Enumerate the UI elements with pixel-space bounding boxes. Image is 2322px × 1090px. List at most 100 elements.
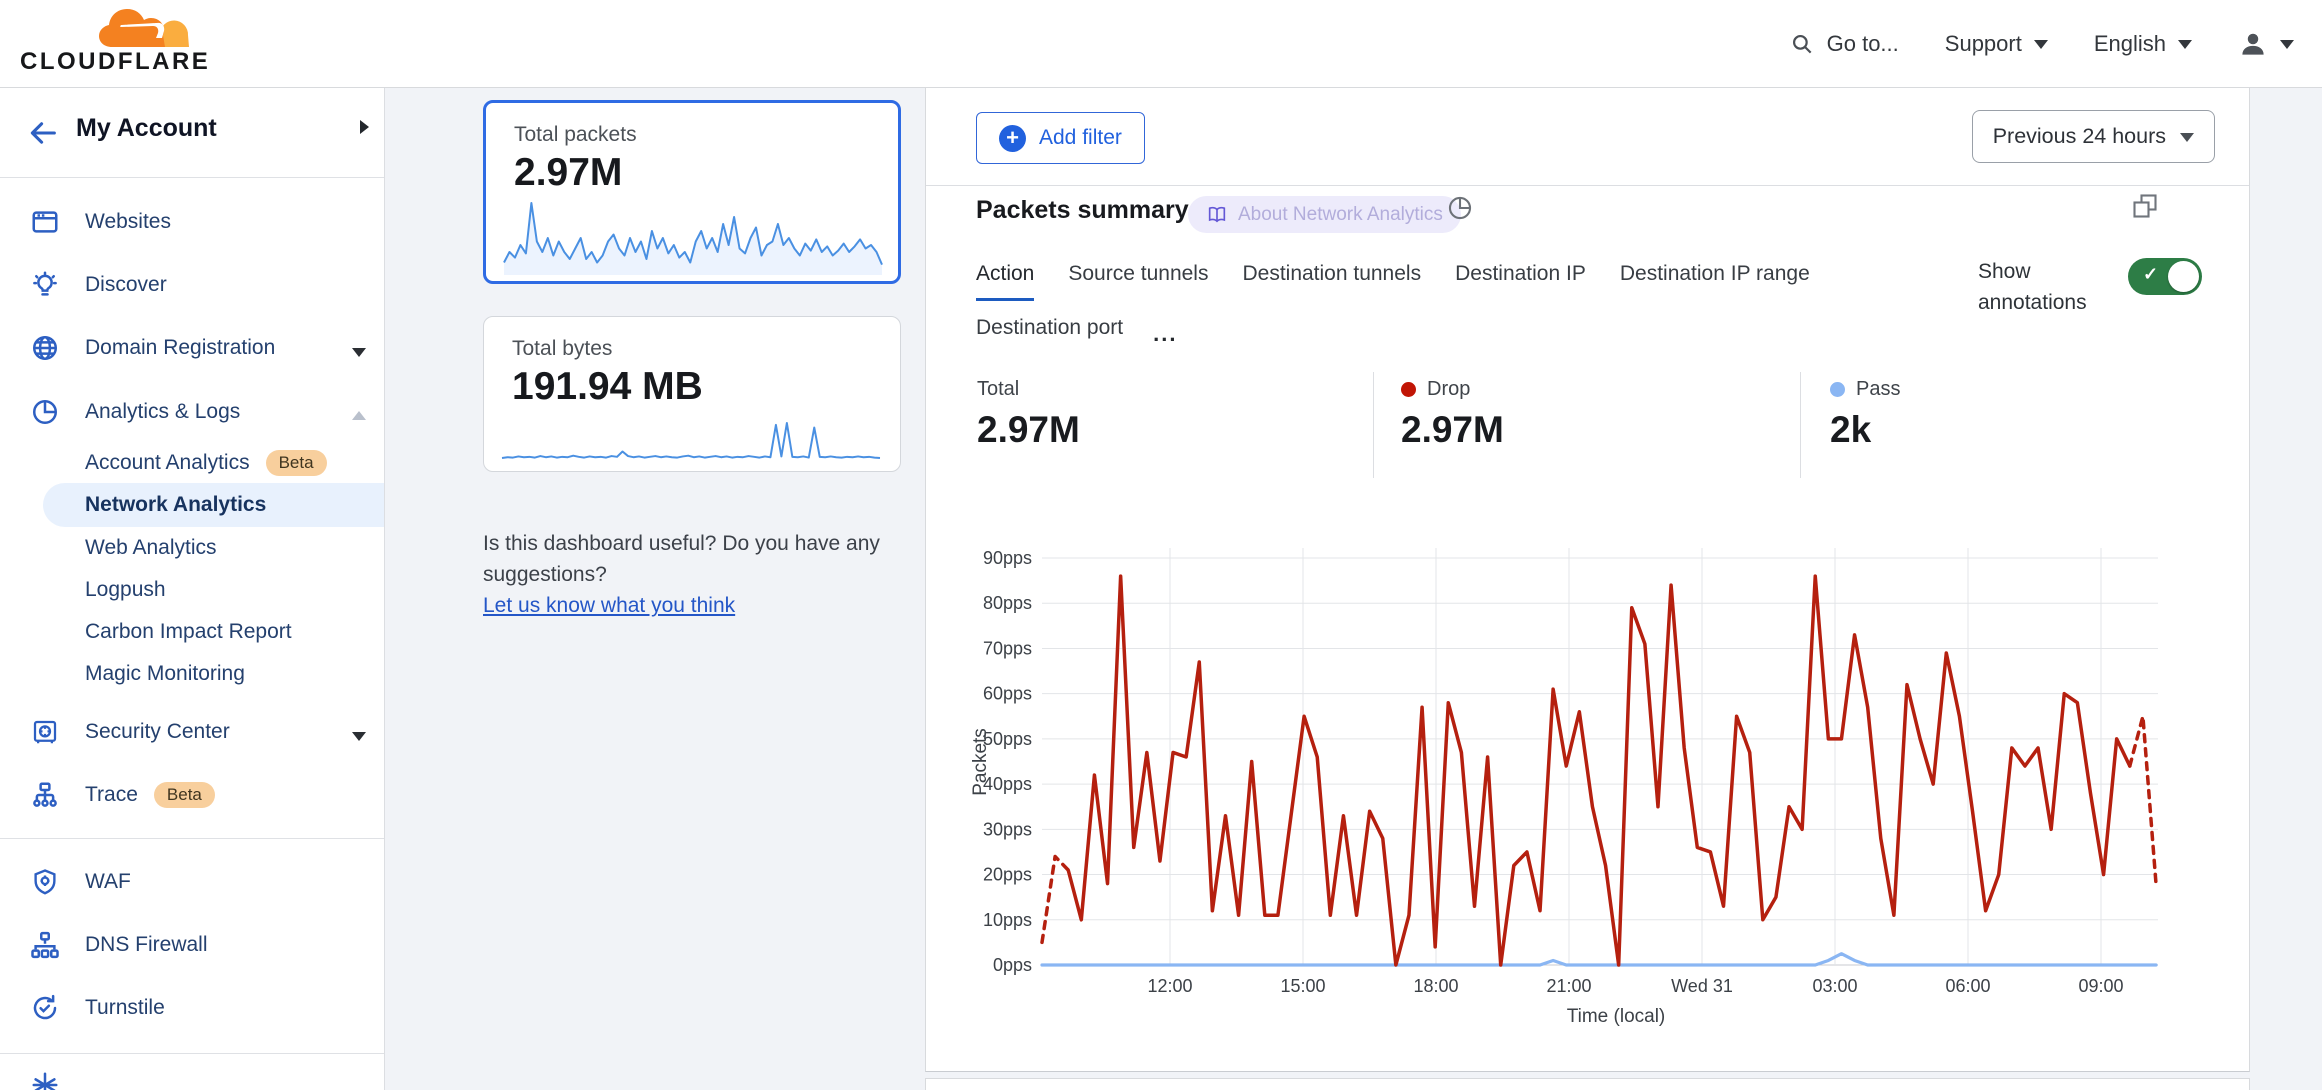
go-to-label: Go to... xyxy=(1826,31,1899,56)
card-title: Total bytes xyxy=(512,337,613,360)
stats-row: Total 2.97M Drop 2.97M Pass 2k xyxy=(926,372,2249,482)
support-label: Support xyxy=(1944,31,2022,56)
sidebar-item-domain-registration[interactable]: Domain Registration xyxy=(0,326,384,370)
feedback-link[interactable]: Let us know what you think xyxy=(483,594,736,617)
chevron-down-icon xyxy=(2033,40,2048,56)
sidebar: My Account Websites Discover Domain Regist… xyxy=(0,88,385,1090)
sidebar-item-label: Logpush xyxy=(85,578,166,601)
cloudflare-logo[interactable]: CLOUDFLARE xyxy=(20,6,208,82)
sidebar-item-label: WAF xyxy=(85,870,131,893)
tab-destination-ip-range[interactable]: Destination IP range xyxy=(1619,262,1810,285)
chevron-down-icon xyxy=(2178,40,2192,56)
card-title: Total packets xyxy=(514,123,637,146)
sidebar-item-logpush[interactable]: Logpush xyxy=(0,568,384,612)
sidebar-item-account-analytics[interactable]: Account Analytics Beta xyxy=(0,441,384,485)
show-annotations-toggle[interactable]: ✓ xyxy=(2128,258,2202,295)
spark-icon xyxy=(30,1070,60,1090)
drop-legend-dot xyxy=(1401,382,1416,397)
divider xyxy=(1800,372,1801,478)
sidebar-item-label: Trace xyxy=(85,783,138,806)
add-filter-button[interactable]: + Add filter xyxy=(976,112,1145,164)
sidebar-item-analytics-logs[interactable]: Analytics & Logs xyxy=(0,390,384,434)
bulb-icon xyxy=(30,270,60,300)
tab-source-tunnels[interactable]: Source tunnels xyxy=(1068,262,1209,285)
svg-text:20pps: 20pps xyxy=(983,865,1032,885)
tab-destination-port[interactable]: Destination port xyxy=(976,316,1124,339)
svg-text:21:00: 21:00 xyxy=(1546,976,1591,996)
sidebar-item-security-center[interactable]: Security Center xyxy=(0,710,384,754)
sidebar-item-label: DNS Firewall xyxy=(85,933,208,956)
chevron-up-icon xyxy=(352,404,366,420)
tab-destination-ip[interactable]: Destination IP xyxy=(1455,262,1586,285)
chevron-down-icon xyxy=(352,348,366,364)
svg-text:10pps: 10pps xyxy=(983,910,1032,930)
book-icon xyxy=(1206,204,1228,226)
waf-icon xyxy=(30,867,60,897)
sidebar-item-label: Account Analytics xyxy=(85,451,250,474)
language-menu[interactable]: English xyxy=(2094,31,2192,57)
support-menu[interactable]: Support xyxy=(1945,31,2048,57)
chevron-down-icon xyxy=(352,732,366,748)
stat-label: Drop xyxy=(1427,378,1471,400)
stat-pass: Pass 2k xyxy=(1830,378,1900,451)
add-filter-label: Add filter xyxy=(1039,126,1122,149)
back-arrow-icon[interactable] xyxy=(26,116,60,150)
user-menu[interactable] xyxy=(2238,29,2294,59)
sidebar-item-waf[interactable]: WAF xyxy=(0,860,384,904)
svg-text:Time (local): Time (local) xyxy=(1567,1006,1666,1027)
feedback-block: Is this dashboard useful? Do you have an… xyxy=(483,528,913,621)
stat-value: 2k xyxy=(1830,409,1872,450)
sidebar-item-websites[interactable]: Websites xyxy=(0,200,384,244)
sidebar-item-network-analytics[interactable]: Network Analytics xyxy=(43,483,384,527)
pie-chart-icon[interactable] xyxy=(1446,194,1474,222)
svg-text:90pps: 90pps xyxy=(983,548,1032,568)
feedback-text-line1: Is this dashboard useful? Do you have an… xyxy=(483,532,880,555)
sidebar-item-discover[interactable]: Discover xyxy=(0,263,384,307)
chevron-down-icon xyxy=(2180,132,2194,149)
svg-text:18:00: 18:00 xyxy=(1413,976,1458,996)
sidebar-item-magic-monitoring[interactable]: Magic Monitoring xyxy=(0,652,384,696)
sidebar-item-label: Analytics & Logs xyxy=(85,400,241,423)
about-network-analytics-badge[interactable]: About Network Analytics xyxy=(1188,196,1461,233)
svg-text:60pps: 60pps xyxy=(983,684,1032,704)
divider xyxy=(0,1053,384,1054)
next-panel-edge xyxy=(925,1078,2250,1090)
tab-action[interactable]: Action xyxy=(976,262,1035,301)
sidebar-item-partial[interactable] xyxy=(0,1063,384,1090)
total-packets-card[interactable]: Total packets 2.97M xyxy=(483,100,901,284)
browser-icon xyxy=(30,207,60,237)
svg-text:03:00: 03:00 xyxy=(1812,976,1857,996)
sidebar-item-label: Web Analytics xyxy=(85,536,217,559)
svg-text:70pps: 70pps xyxy=(983,638,1032,658)
sidebar-item-web-analytics[interactable]: Web Analytics xyxy=(0,526,384,570)
sidebar-item-label: Network Analytics xyxy=(85,493,267,516)
more-tabs-button[interactable]: ... xyxy=(1153,321,1178,346)
sidebar-item-carbon-impact-report[interactable]: Carbon Impact Report xyxy=(0,610,384,654)
dimension-tabs: Action Source tunnels Destination tunnels D… xyxy=(976,262,1810,301)
svg-text:50pps: 50pps xyxy=(983,729,1032,749)
beta-badge: Beta xyxy=(153,782,215,808)
brand-wordmark: CLOUDFLARE xyxy=(20,48,211,75)
total-bytes-card[interactable]: Total bytes 191.94 MB xyxy=(483,316,901,472)
user-icon xyxy=(2238,29,2268,59)
expand-panel-icon[interactable] xyxy=(2131,192,2159,220)
chevron-right-icon[interactable] xyxy=(360,120,376,134)
tab-destination-tunnels[interactable]: Destination tunnels xyxy=(1242,262,1422,285)
time-range-value: Previous 24 hours xyxy=(1992,124,2166,148)
show-annotations-label: Show annotations xyxy=(1978,260,2087,314)
svg-text:12:00: 12:00 xyxy=(1147,976,1192,996)
check-icon: ✓ xyxy=(2143,264,2159,284)
sidebar-item-label: Turnstile xyxy=(85,996,165,1019)
stat-label: Pass xyxy=(1856,378,1901,400)
svg-text:Packets: Packets xyxy=(970,728,991,796)
sidebar-item-label: Security Center xyxy=(85,720,230,743)
go-to-search[interactable]: Go to... xyxy=(1789,31,1899,57)
sidebar-header: My Account xyxy=(0,88,384,177)
sidebar-item-trace[interactable]: Trace Beta xyxy=(0,773,384,817)
sidebar-item-turnstile[interactable]: Turnstile xyxy=(0,986,384,1030)
plus-icon: + xyxy=(999,124,1026,152)
stat-value: 2.97M xyxy=(1401,409,1504,450)
beta-badge: Beta xyxy=(265,450,327,476)
time-range-dropdown[interactable]: Previous 24 hours xyxy=(1971,110,2215,163)
sidebar-item-dns-firewall[interactable]: DNS Firewall xyxy=(0,923,384,967)
